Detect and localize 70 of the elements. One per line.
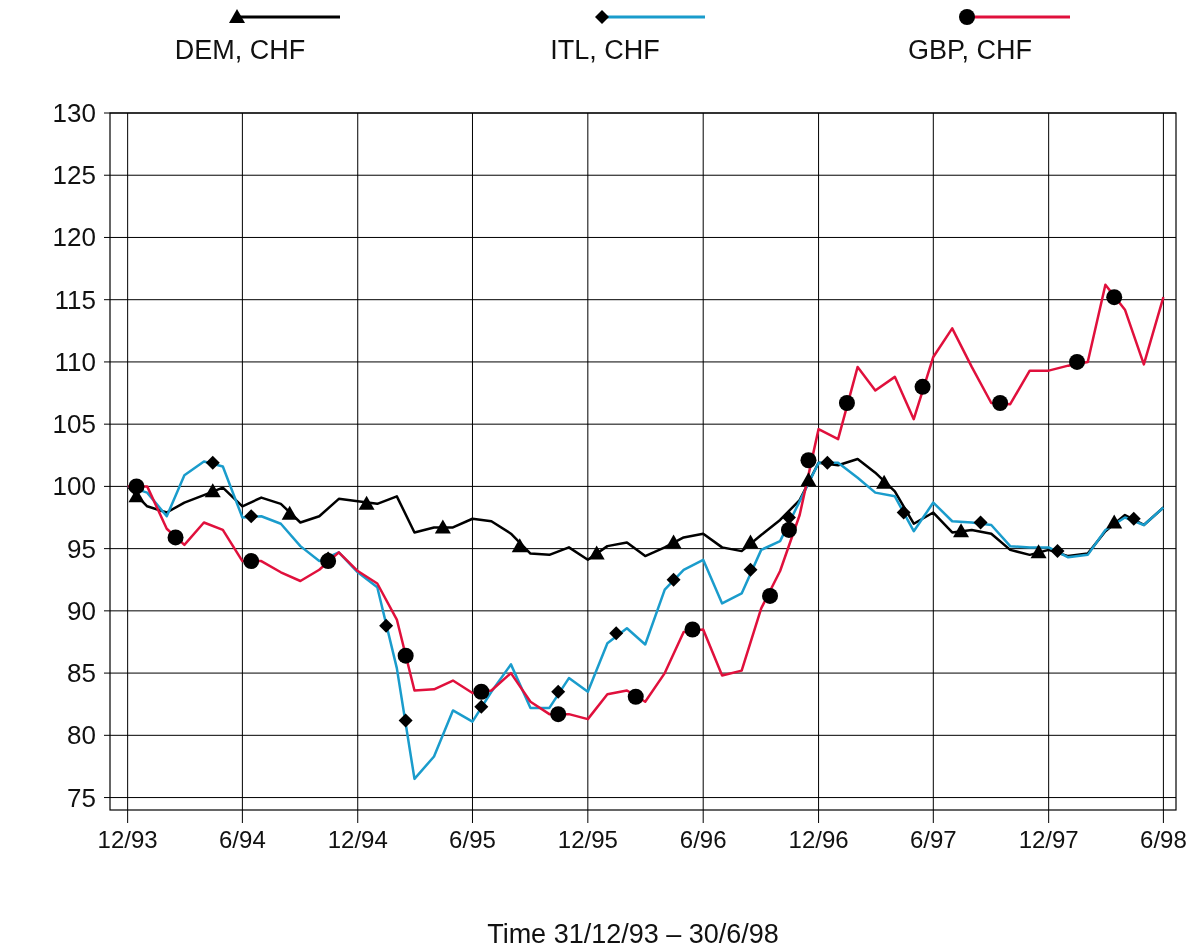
point <box>743 562 758 577</box>
point <box>800 452 817 469</box>
point <box>838 395 855 411</box>
point <box>551 684 566 699</box>
y-tick-label: 125 <box>52 160 96 191</box>
point <box>820 455 835 470</box>
point <box>473 683 490 700</box>
point <box>588 545 605 560</box>
x-tick-label: 6/98 <box>1140 826 1187 853</box>
point <box>434 519 451 534</box>
y-tick-label: 95 <box>67 533 96 564</box>
x-tick-label: 12/94 <box>327 826 388 853</box>
point <box>474 699 489 714</box>
y-tick-label: 80 <box>67 720 96 751</box>
line-series <box>126 283 1165 721</box>
point <box>896 505 911 520</box>
point <box>992 395 1009 411</box>
x-tick-label: 6/96 <box>679 826 727 853</box>
y-tick-label: 115 <box>54 284 96 315</box>
point <box>1106 289 1123 306</box>
legend-label: DEM, CHF <box>174 35 306 65</box>
x-axis-title: Time 31/12/93 – 30/6/98 <box>487 919 779 947</box>
point <box>244 509 259 524</box>
point <box>762 587 779 604</box>
x-tick-label: 6/94 <box>219 826 266 853</box>
legend-label: GBP, CHF <box>907 35 1033 65</box>
point <box>1030 544 1047 559</box>
y-tick-label: 90 <box>67 595 96 626</box>
point <box>398 713 413 728</box>
y-tick-label: 110 <box>54 346 96 377</box>
y-tick-label: 75 <box>67 782 96 813</box>
point <box>800 472 817 487</box>
y-tick-label: 85 <box>67 658 96 689</box>
point <box>665 534 682 549</box>
point <box>379 618 394 633</box>
point <box>876 474 893 489</box>
point <box>627 688 644 705</box>
point <box>781 510 796 525</box>
x-tick-label: 12/97 <box>1018 826 1079 853</box>
point <box>550 706 567 723</box>
point <box>684 621 701 638</box>
y-tick-label: 100 <box>52 471 96 502</box>
point <box>1050 544 1065 559</box>
point <box>609 626 624 641</box>
y-tick-label: 120 <box>52 222 96 253</box>
point <box>914 378 931 395</box>
x-tick-label: 6/97 <box>909 826 957 853</box>
x-tick-label: 12/93 <box>97 826 158 853</box>
point <box>204 483 221 498</box>
point <box>666 572 681 587</box>
point <box>243 553 260 570</box>
point <box>973 515 988 530</box>
point <box>167 529 184 546</box>
point <box>397 647 414 664</box>
x-tick-label: 12/95 <box>557 826 618 853</box>
x-tick-label: 12/96 <box>788 826 849 853</box>
point <box>953 523 970 538</box>
point <box>358 495 375 510</box>
y-tick-label: 105 <box>52 409 96 440</box>
point <box>780 521 797 538</box>
point <box>1106 514 1123 529</box>
point <box>281 505 298 520</box>
point <box>742 534 759 549</box>
legend-label: ITL, CHF <box>550 35 660 65</box>
x-tick-label: 6/95 <box>449 826 496 853</box>
point <box>511 538 528 553</box>
point <box>205 455 220 470</box>
y-tick-label: 130 <box>52 98 96 128</box>
point <box>1069 353 1086 370</box>
point <box>1126 511 1141 526</box>
